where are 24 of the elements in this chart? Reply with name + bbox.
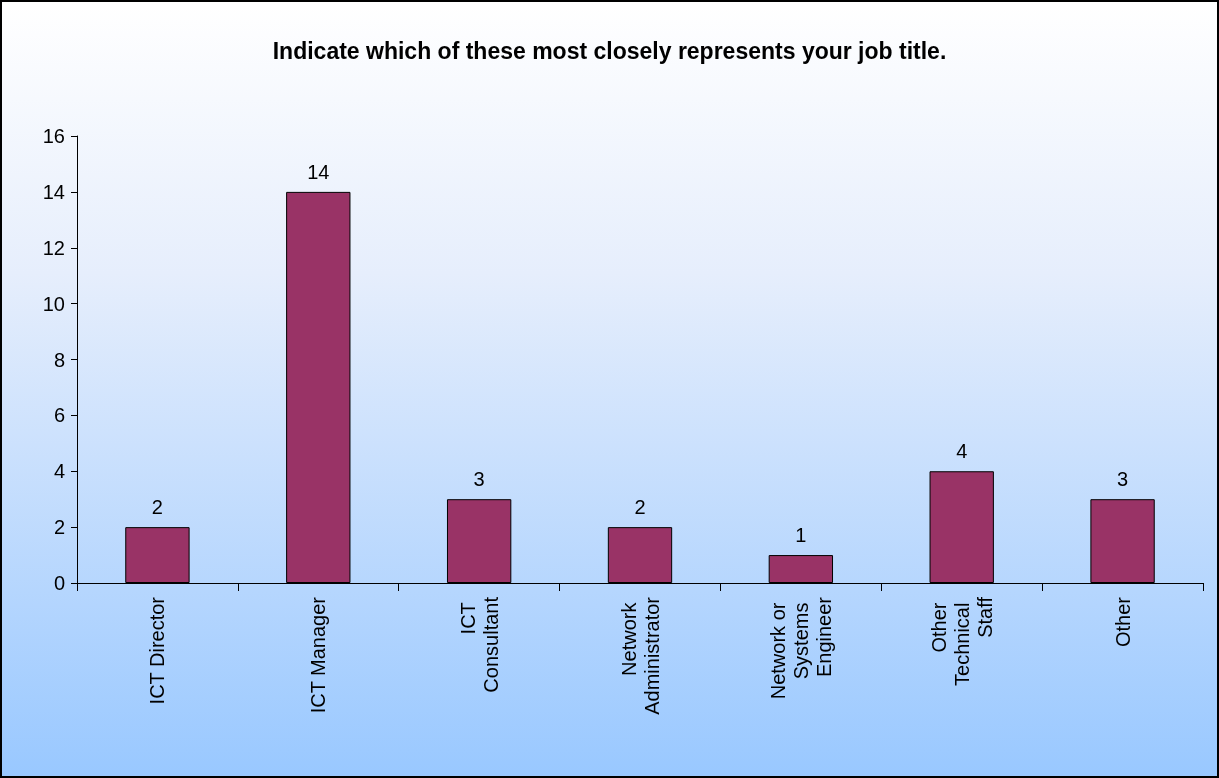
data-label: 3 (473, 468, 485, 491)
data-label: 14 (307, 160, 330, 183)
y-tick-label: 0 (53, 572, 65, 594)
y-tick-label: 16 (42, 125, 65, 147)
data-label: 3 (1117, 468, 1129, 491)
data-label: 2 (634, 496, 646, 519)
x-tick-label: ICT Director (146, 596, 169, 705)
x-tick-label: ICT Consultant (456, 596, 502, 693)
y-tick-label: 4 (53, 460, 65, 483)
x-tick-label: Network or Systems Engineer (766, 596, 835, 700)
y-tick-label: 6 (53, 404, 65, 427)
x-tick-label: Other (1111, 596, 1134, 648)
y-tick-label: 2 (53, 516, 65, 539)
y-tick-label: 8 (53, 348, 65, 371)
x-tick-label: Other Technical Staff (927, 596, 996, 686)
data-label: 4 (956, 440, 968, 463)
y-tick-label: 10 (42, 292, 65, 315)
x-tick-label: Network Administrator (617, 596, 663, 715)
data-label: 2 (151, 496, 163, 519)
data-label: 1 (795, 524, 807, 547)
y-tick-label: 12 (42, 236, 65, 259)
y-tick-label: 14 (42, 180, 65, 203)
x-tick-label: ICT Manager (307, 596, 330, 714)
chart-title: Indicate which of these most closely represents your job title. (272, 37, 947, 64)
